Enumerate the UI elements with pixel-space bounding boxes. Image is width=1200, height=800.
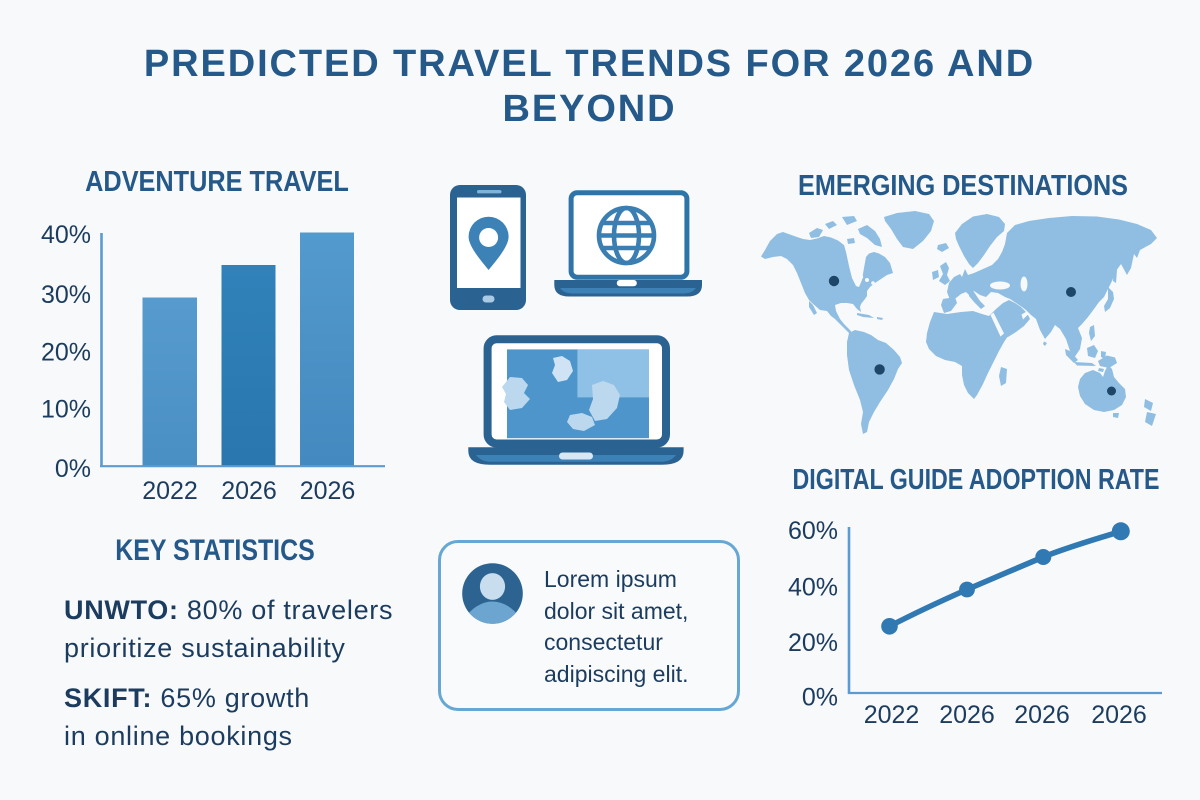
- svg-text:2026: 2026: [300, 477, 356, 505]
- svg-text:30%: 30%: [41, 281, 91, 309]
- svg-text:2026: 2026: [1014, 701, 1070, 729]
- svg-text:2026: 2026: [221, 477, 277, 505]
- svg-text:0%: 0%: [55, 455, 91, 483]
- svg-text:2022: 2022: [142, 477, 198, 505]
- svg-text:20%: 20%: [788, 629, 838, 657]
- svg-text:40%: 40%: [788, 573, 838, 601]
- svg-text:0%: 0%: [802, 684, 838, 712]
- svg-text:2026: 2026: [1091, 701, 1147, 729]
- svg-text:20%: 20%: [41, 339, 91, 367]
- svg-text:10%: 10%: [41, 396, 91, 424]
- svg-text:2022: 2022: [864, 701, 920, 729]
- svg-text:60%: 60%: [788, 517, 838, 545]
- svg-text:40%: 40%: [41, 221, 91, 249]
- svg-text:2026: 2026: [939, 701, 995, 729]
